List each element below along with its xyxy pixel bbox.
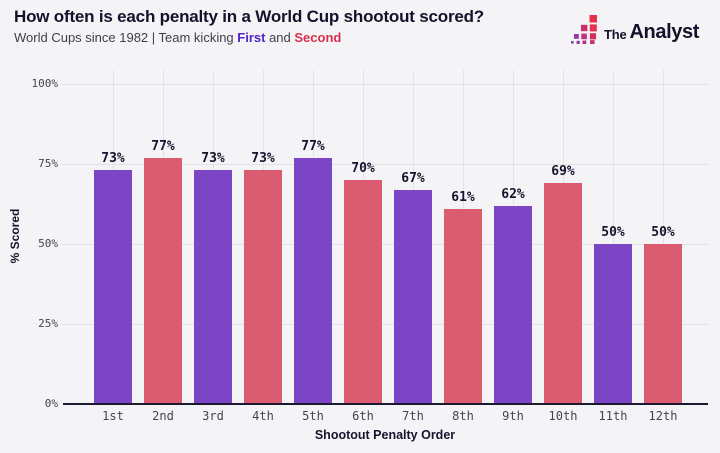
subtitle-prefix: World Cups since 1982 | Team kicking — [14, 30, 238, 45]
bar-2nd-second — [144, 157, 182, 404]
legend-first-label: First — [237, 30, 266, 45]
y-tick-label: 25% — [38, 317, 58, 330]
bar-value-label: 50% — [601, 225, 625, 240]
gridline-horizontal — [63, 164, 708, 165]
bar-3rd-first — [194, 170, 232, 404]
bar-value-label: 70% — [351, 161, 375, 176]
bar-value-label: 61% — [451, 189, 475, 205]
x-tick-label: 12th — [648, 409, 678, 423]
bar-value-label: 77% — [301, 138, 325, 154]
x-tick-label: 1st — [102, 409, 124, 423]
bar-5th-first — [294, 157, 332, 404]
bar-value-label: 73% — [201, 151, 225, 167]
bar-value-label: 73% — [251, 151, 275, 167]
logo-text-analyst: Analyst — [629, 21, 700, 43]
x-axis-line — [63, 403, 708, 405]
x-tick-label: 4th — [252, 409, 274, 423]
bar-value-label: 77% — [151, 138, 175, 154]
y-tick-label: 100% — [31, 77, 59, 90]
bar-1st-first — [94, 170, 132, 404]
legend-second-label: Second — [294, 30, 342, 45]
x-tick-label: 7th — [402, 409, 424, 423]
gridline-vertical — [613, 70, 614, 403]
gridline-horizontal — [63, 324, 708, 325]
gridline-horizontal — [63, 84, 708, 85]
x-tick-label: 9th — [502, 409, 524, 423]
bar-4th-second — [244, 170, 282, 404]
bar-value-label: 50% — [651, 225, 675, 240]
x-tick-label: 11th — [598, 409, 628, 423]
bar-11th-first — [594, 244, 632, 404]
x-tick-label: 3rd — [202, 409, 224, 423]
logo-text-the: The — [604, 27, 627, 42]
y-tick-label: 50% — [38, 237, 58, 250]
subtitle-and: and — [265, 30, 295, 45]
bar-9th-first — [494, 205, 532, 404]
bar-10th-second — [544, 183, 582, 404]
chart-title: How often is each penalty in a World Cup… — [14, 7, 484, 26]
x-tick-label: 8th — [452, 409, 474, 423]
bar-value-label: 67% — [401, 170, 425, 186]
y-tick-label: 75% — [38, 157, 58, 170]
bar-12th-second — [644, 244, 682, 404]
y-axis-title: % Scored — [8, 208, 22, 264]
bar-value-label: 69% — [551, 164, 575, 180]
bar-7th-first — [394, 189, 432, 404]
chart-subtitle: World Cups since 1982 | Team kicking Fir… — [14, 30, 341, 45]
x-tick-label: 6th — [352, 409, 374, 423]
gridline-horizontal — [63, 244, 708, 245]
y-tick-label: 0% — [44, 397, 58, 410]
bar-6th-second — [344, 180, 382, 404]
bar-value-label: 73% — [101, 151, 125, 167]
bar-value-label: 62% — [501, 186, 525, 202]
x-tick-label: 10th — [548, 409, 578, 423]
the-analyst-logo: The Analyst — [571, 15, 699, 44]
gridline-vertical — [663, 70, 664, 403]
x-tick-label: 5th — [302, 409, 324, 423]
x-axis-title: Shootout Penalty Order — [314, 428, 456, 442]
x-tick-label: 2nd — [152, 409, 174, 423]
analyst-logo-squares-icon — [571, 15, 597, 44]
bar-8th-second — [444, 208, 482, 404]
